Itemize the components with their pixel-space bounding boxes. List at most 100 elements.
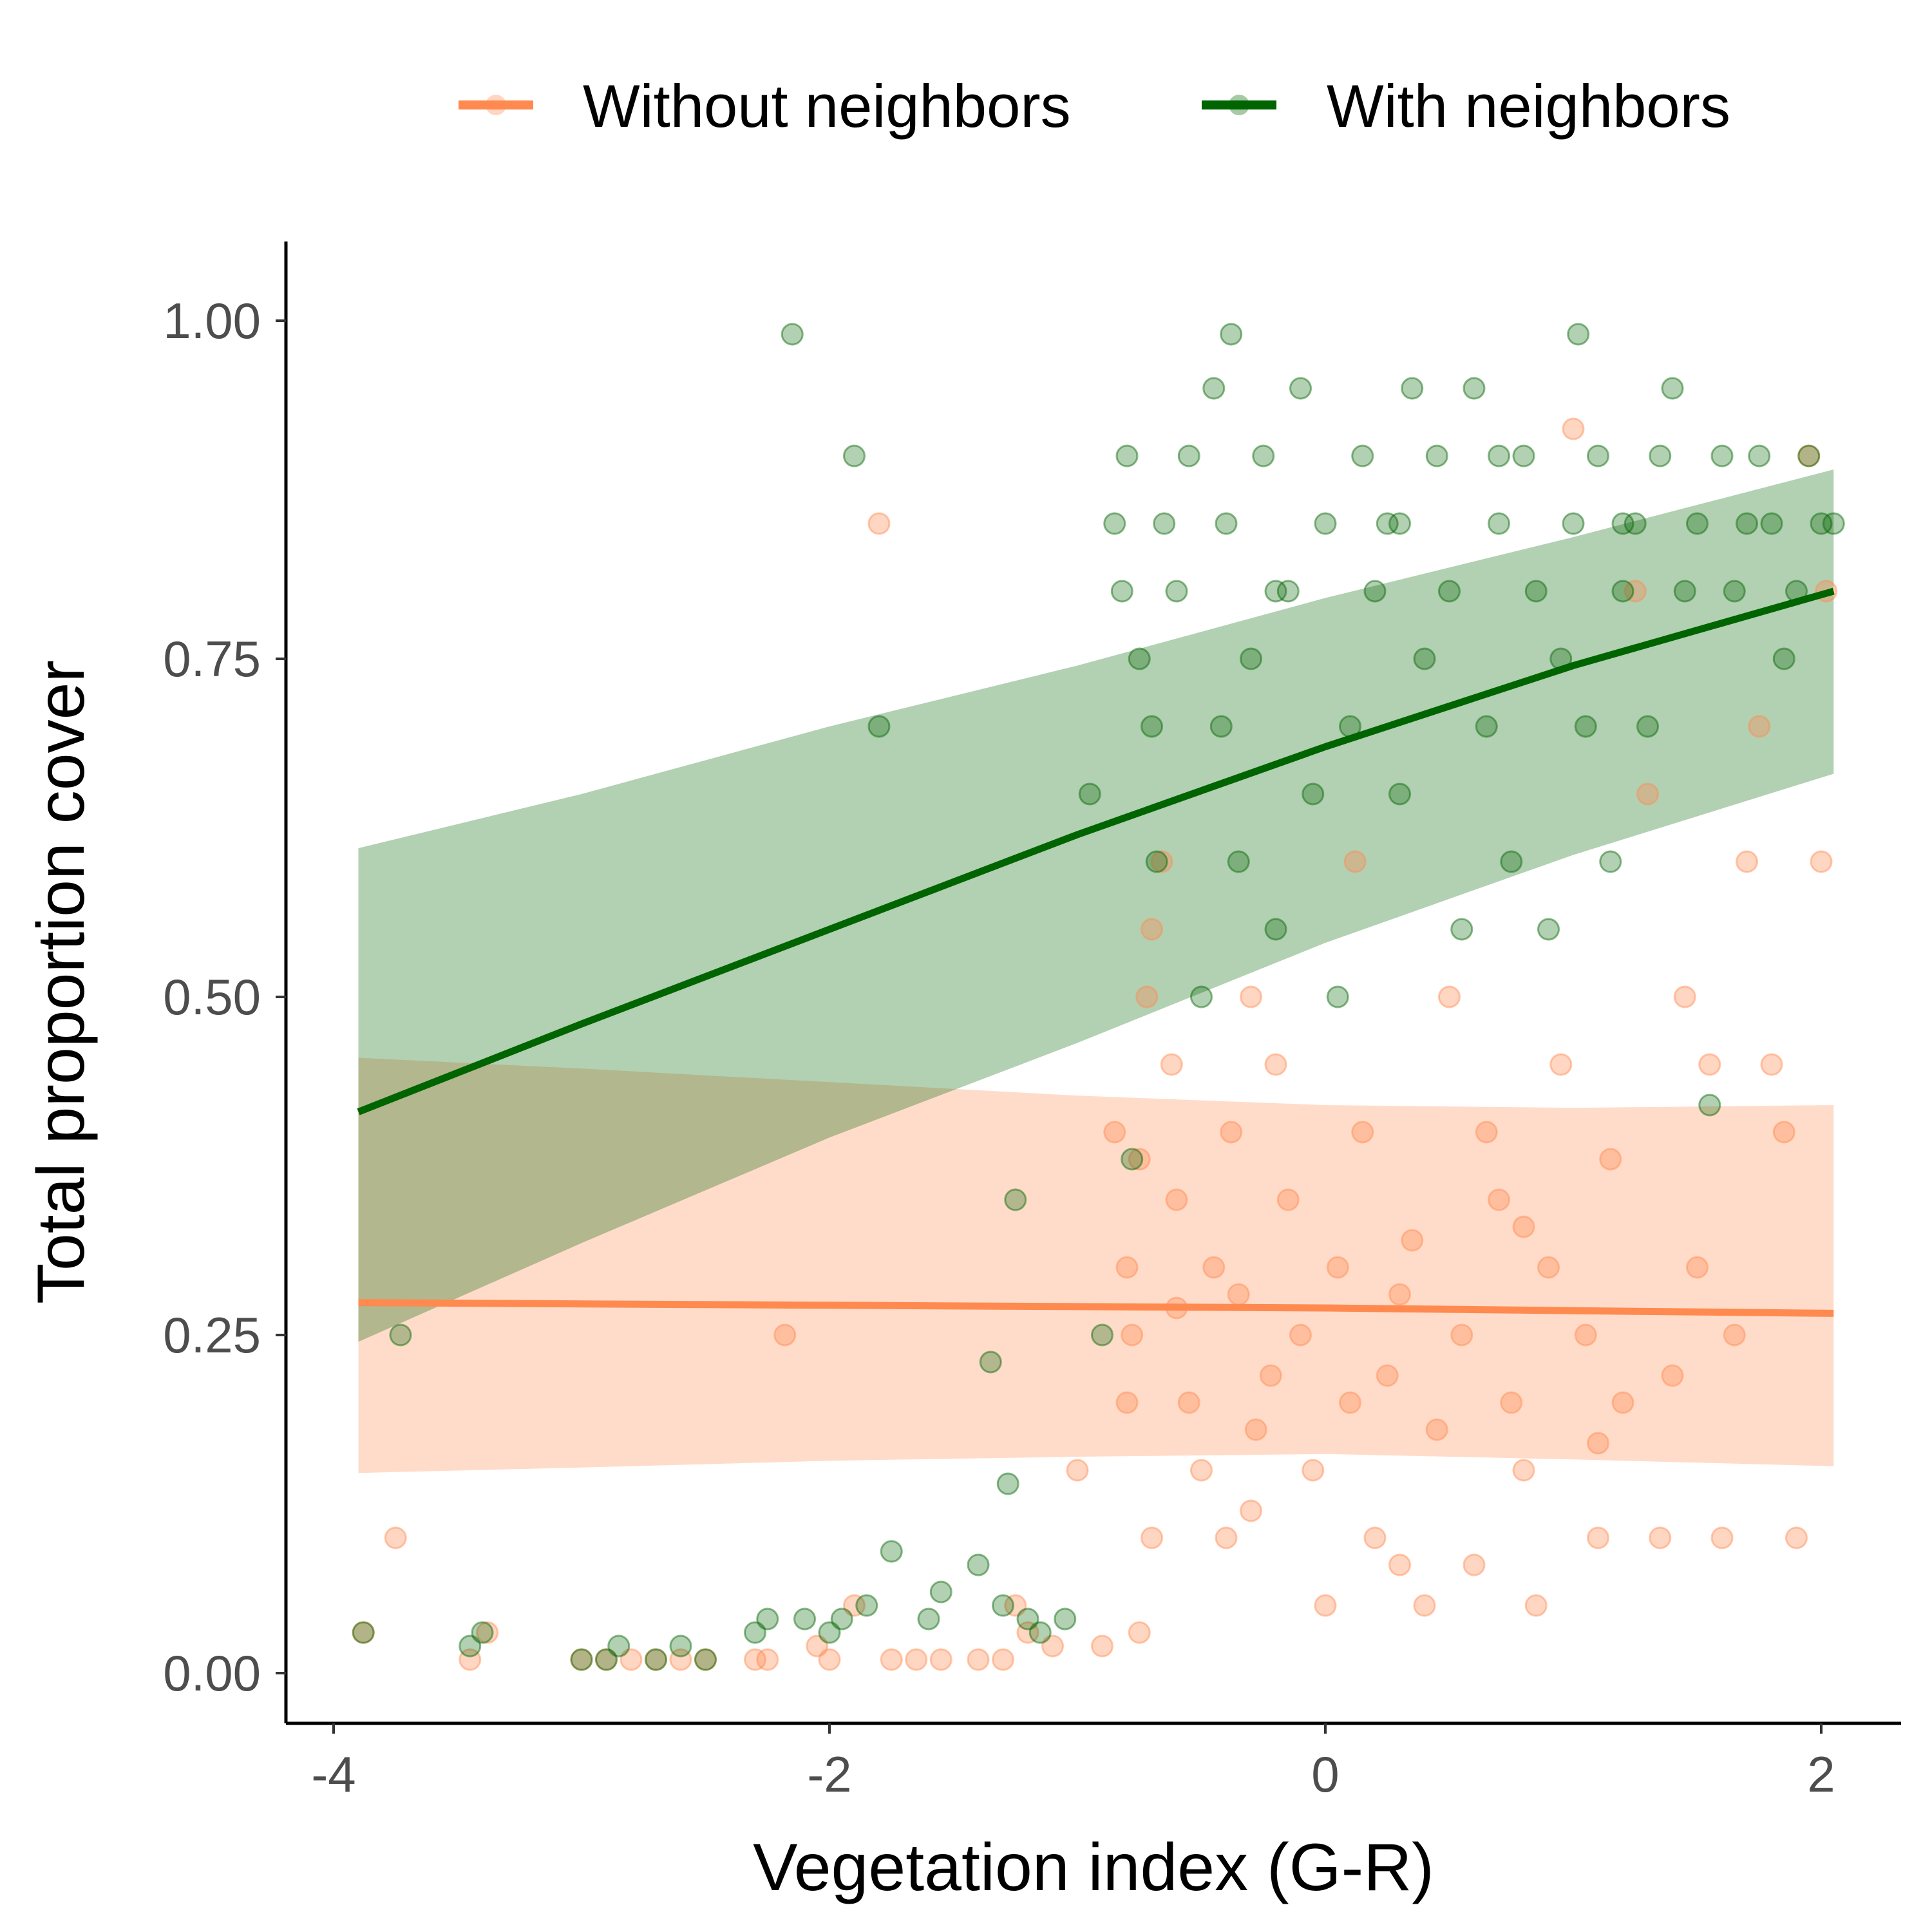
point-without-neighbors-24 [1041,1634,1064,1658]
point-with-neighbors-76 [1574,715,1597,738]
point-without-neighbors-8 [669,1648,692,1671]
point-without-neighbors-31 [1115,1256,1139,1279]
point-with-neighbors-91 [1760,512,1783,535]
point-with-neighbors-45 [1215,512,1238,535]
point-with-neighbors-8 [669,1634,692,1658]
point-without-neighbors-7 [645,1648,667,1671]
point-with-neighbors-87 [1710,444,1734,468]
point-without-neighbors-84 [1698,1053,1721,1076]
point-with-neighbors-6 [607,1634,630,1658]
point-with-neighbors-16 [843,444,866,468]
point-with-neighbors-44 [1209,715,1233,738]
point-without-neighbors-65 [1463,1553,1486,1577]
point-with-neighbors-62 [1413,647,1436,670]
point-without-neighbors-2 [476,1621,499,1644]
point-without-neighbors-85 [1710,1526,1734,1549]
point-without-neighbors-25 [1066,1459,1089,1482]
point-without-neighbors-21 [992,1648,1014,1671]
point-without-neighbors-0 [352,1621,375,1644]
point-with-neighbors-64 [1438,580,1461,603]
point-with-neighbors-20 [917,1607,940,1631]
point-without-neighbors-80 [1649,1526,1672,1549]
point-without-neighbors-43 [1220,1121,1243,1144]
point-with-neighbors-75 [1567,323,1590,346]
point-without-neighbors-13 [806,1634,829,1658]
point-without-neighbors-34 [1135,985,1159,1009]
point-without-neighbors-71 [1537,1256,1560,1279]
point-without-neighbors-15 [843,1594,866,1617]
point-with-neighbors-63 [1425,444,1448,468]
point-without-neighbors-61 [1413,1594,1436,1617]
point-with-neighbors-53 [1302,782,1325,806]
point-with-neighbors-98 [1388,512,1411,535]
x-tick-label: 0 [1311,1746,1339,1803]
legend-key-point-without [486,95,506,115]
point-without-neighbors-54 [1339,1391,1361,1414]
point-without-neighbors-36 [1150,850,1173,873]
point-with-neighbors-19 [880,1540,903,1563]
y-tick-label: 1.00 [163,292,261,349]
point-with-neighbors-88 [1723,580,1746,603]
point-with-neighbors-66 [1463,377,1486,400]
point-without-neighbors-78 [1624,580,1647,603]
point-without-neighbors-18 [905,1648,928,1671]
point-with-neighbors-35 [1121,1148,1144,1171]
point-without-neighbors-32 [1121,1323,1144,1347]
point-with-neighbors-0 [352,1621,375,1644]
point-without-neighbors-12 [773,1323,797,1347]
point-without-neighbors-41 [1202,1256,1226,1279]
point-with-neighbors-99 [1488,444,1510,468]
point-without-neighbors-86 [1723,1323,1746,1347]
point-with-neighbors-82 [1649,444,1672,468]
point-without-neighbors-17 [880,1648,903,1671]
point-with-neighbors-29 [1054,1607,1077,1631]
point-with-neighbors-100 [1611,512,1634,535]
point-with-neighbors-33 [1110,580,1133,603]
point-without-neighbors-40 [1190,1459,1213,1482]
point-without-neighbors-23 [1016,1621,1039,1644]
point-with-neighbors-48 [1240,647,1262,670]
point-without-neighbors-98 [1512,1215,1535,1238]
point-with-neighbors-36 [1128,647,1151,670]
point-with-neighbors-54 [1314,512,1337,535]
point-without-neighbors-38 [1165,1188,1188,1211]
y-tick-label: 0.25 [163,1307,261,1363]
point-with-neighbors-72 [1537,918,1560,941]
point-without-neighbors-76 [1599,1148,1622,1171]
point-without-neighbors-70 [1524,1594,1548,1617]
point-with-neighbors-37 [1141,715,1163,738]
point-without-neighbors-28 [1128,1621,1151,1644]
point-with-neighbors-27 [1016,1607,1039,1631]
point-with-neighbors-25 [996,1472,1019,1495]
point-without-neighbors-53 [1326,1256,1349,1279]
point-with-neighbors-31 [1091,1323,1113,1347]
point-without-neighbors-99 [1587,1432,1609,1455]
point-with-neighbors-68 [1488,512,1510,535]
point-with-neighbors-50 [1264,918,1287,941]
point-with-neighbors-46 [1220,323,1243,346]
point-without-neighbors-77 [1611,1391,1634,1414]
y-tick-label: 0.00 [163,1645,261,1701]
point-without-neighbors-48 [1264,1053,1287,1076]
point-without-neighbors-66 [1475,1121,1498,1144]
fit-line-with-neighbors [357,587,1835,1115]
point-with-neighbors-13 [793,1607,816,1631]
point-with-neighbors-5 [595,1648,618,1671]
point-with-neighbors-55 [1326,985,1349,1009]
point-with-neighbors-83 [1661,377,1684,400]
point-without-neighbors-45 [1240,985,1262,1009]
x-tick-label: 2 [1807,1746,1835,1803]
point-with-neighbors-9 [694,1648,717,1671]
point-with-neighbors-40 [1165,580,1188,603]
point-without-neighbors-57 [1363,1526,1387,1549]
point-with-neighbors-10 [744,1621,766,1644]
point-without-neighbors-47 [1259,1364,1282,1387]
point-with-neighbors-41 [1177,444,1200,468]
point-with-neighbors-78 [1599,850,1622,873]
point-with-neighbors-11 [756,1607,779,1631]
point-with-neighbors-18 [867,715,891,738]
x-tick-label: -4 [311,1746,355,1803]
plot-area [352,323,1845,1671]
point-with-neighbors-90 [1748,444,1771,468]
point-with-neighbors-28 [1028,1621,1052,1644]
